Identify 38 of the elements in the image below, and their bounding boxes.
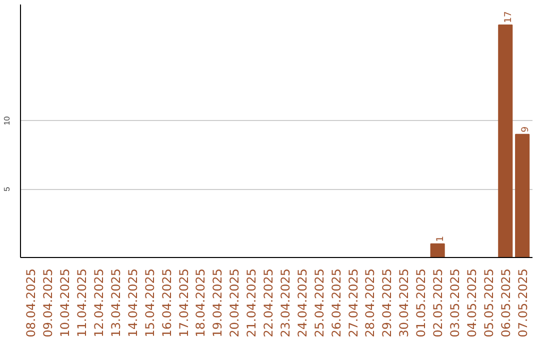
x-tick-label: 21.04.2025 (244, 268, 259, 338)
x-tick-label: 20.04.2025 (228, 268, 242, 338)
x-tick-label: 11.04.2025 (75, 268, 90, 338)
x-tick-label: 25.04.2025 (312, 268, 326, 338)
x-tick-label: 27.04.2025 (346, 268, 360, 338)
x-tick-label: 12.04.2025 (92, 268, 106, 338)
x-tick-label: 15.04.2025 (142, 268, 157, 338)
bar (498, 24, 513, 258)
x-tick-label: 19.04.2025 (210, 268, 225, 338)
y-tick-label: 5 (2, 186, 12, 192)
x-tick-label: 13.04.2025 (108, 268, 123, 338)
data-label: 9 (520, 126, 531, 132)
x-tick-label: 06.05.2025 (498, 268, 513, 338)
x-tick-label: 26.04.2025 (329, 268, 344, 338)
x-tick-label: 08.04.2025 (24, 268, 38, 338)
x-tick-label: 17.04.2025 (176, 268, 191, 338)
x-tick-label: 24.04.2025 (295, 268, 310, 338)
x-tick-label: 05.05.2025 (482, 268, 496, 338)
x-tick-label: 07.05.2025 (516, 268, 530, 338)
x-tick-label: 02.05.2025 (431, 268, 446, 338)
bar (430, 243, 445, 258)
x-tick-label: 28.04.2025 (363, 268, 378, 338)
x-tick-label: 22.04.2025 (262, 268, 276, 338)
x-tick-label: 23.04.2025 (278, 268, 292, 338)
x-tick-label: 09.04.2025 (41, 268, 56, 338)
y-tick-label: 10 (2, 116, 12, 126)
bar (515, 134, 530, 258)
x-tick-label: 29.04.2025 (380, 268, 394, 338)
data-label: 1 (435, 236, 446, 242)
x-tick-label: 01.05.2025 (414, 268, 428, 338)
data-label: 17 (502, 11, 514, 24)
x-tick-label: 16.04.2025 (160, 268, 174, 338)
x-tick-label: 04.05.2025 (464, 268, 479, 338)
x-tick-label: 18.04.2025 (194, 268, 208, 338)
x-tick-label: 30.04.2025 (397, 268, 412, 338)
x-tick-label: 14.04.2025 (126, 268, 140, 338)
x-tick-label: 03.05.2025 (448, 268, 462, 338)
x-tick-label: 10.04.2025 (58, 268, 72, 338)
